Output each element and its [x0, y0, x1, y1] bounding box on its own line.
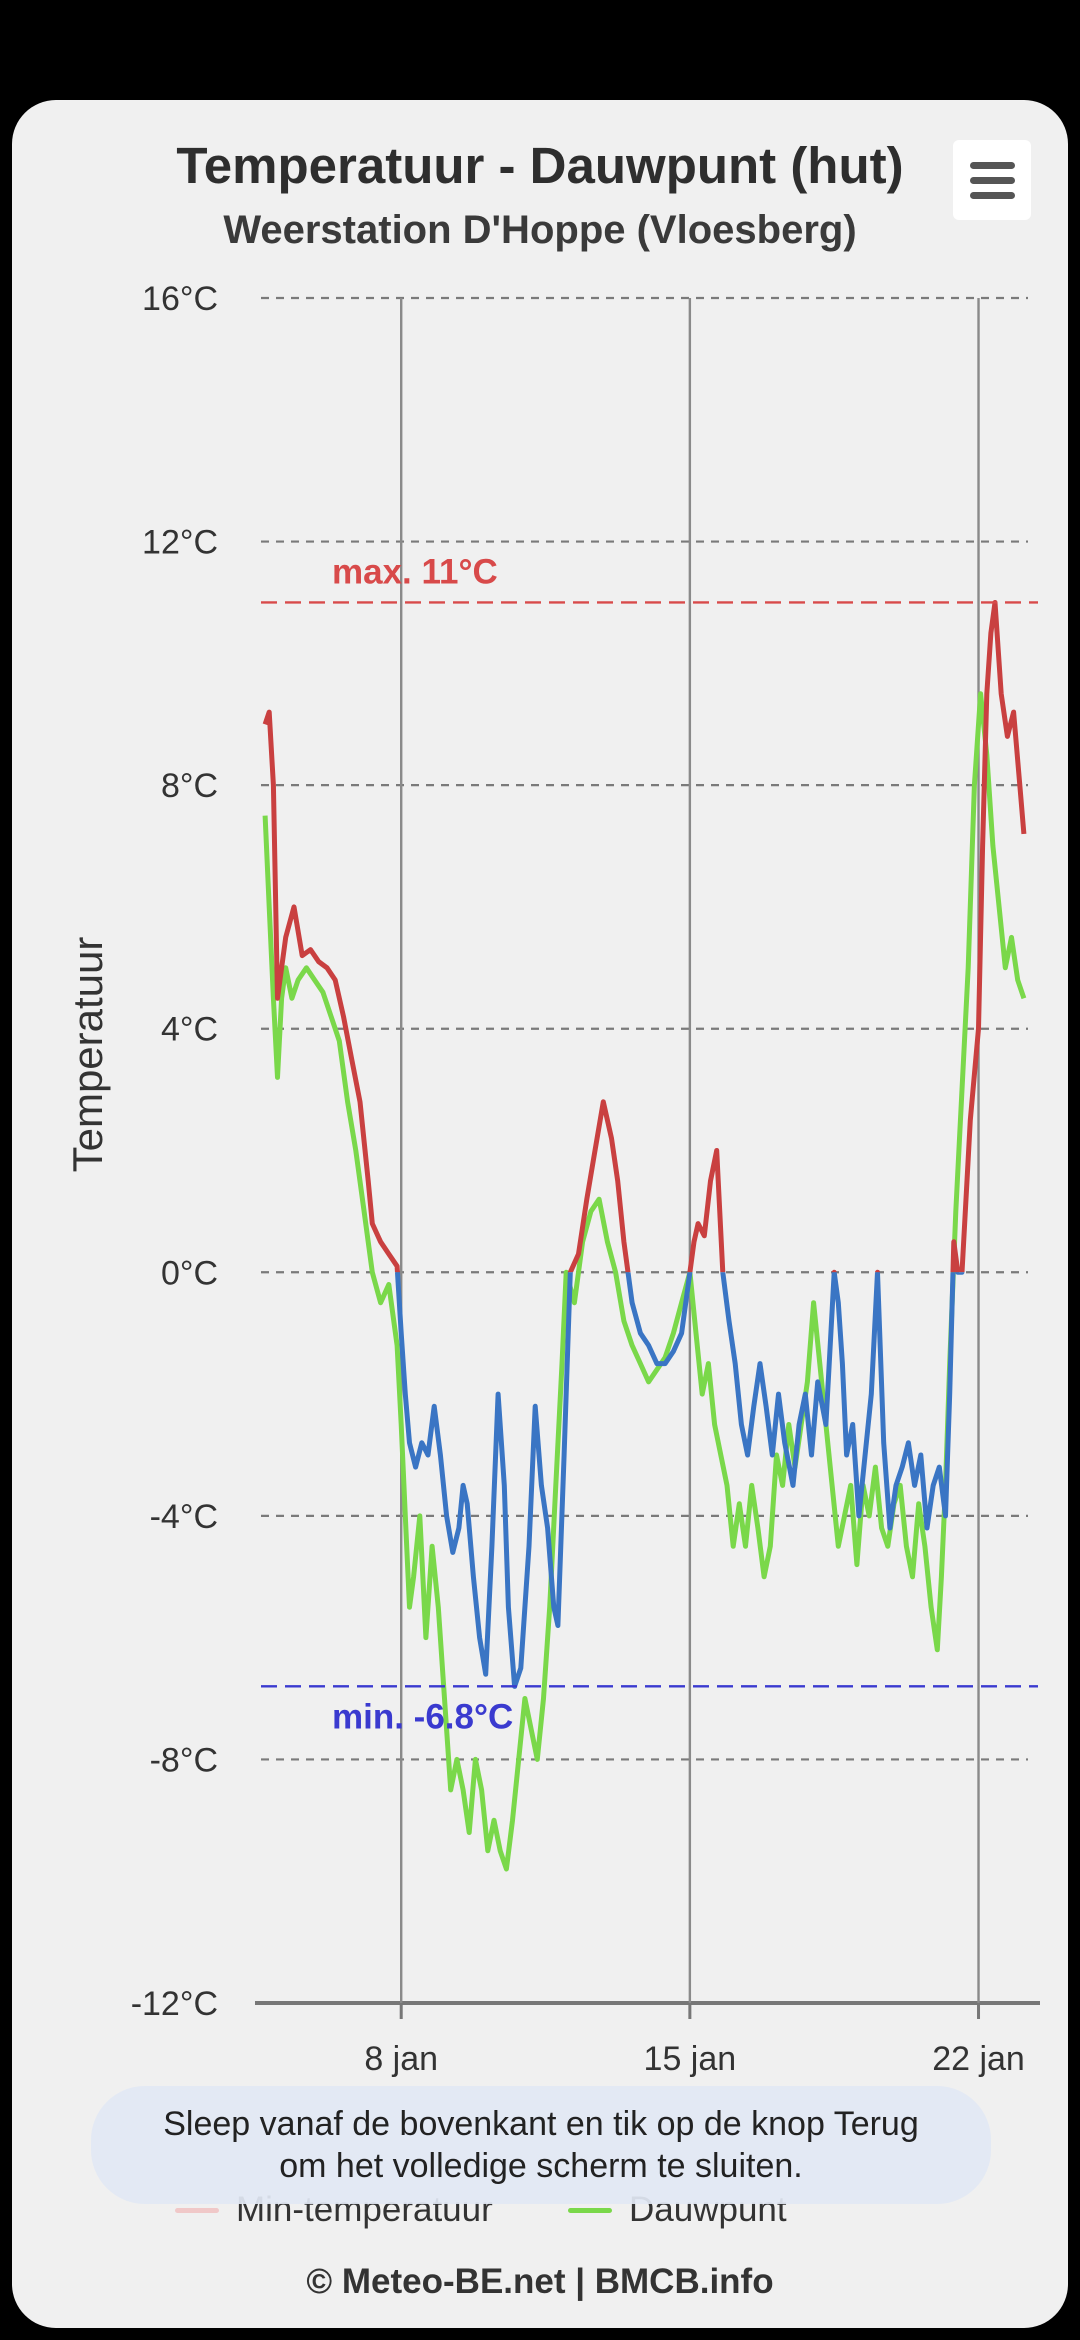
y-axis-title: Temperatuur	[64, 937, 111, 1173]
y-tick-label: 16°C	[142, 280, 218, 318]
x-tick-label: 8 jan	[364, 2040, 438, 2078]
y-tick-label: -8°C	[150, 1741, 218, 1779]
legend-swatch-min-temperatuur	[175, 2208, 219, 2213]
x-tick-label: 15 jan	[644, 2040, 737, 2078]
series-line-min-temperatuur-below-zero	[394, 1272, 965, 1689]
chart-title: Temperatuur - Dauwpunt (hut)	[176, 137, 904, 194]
hint-line-1: Sleep vanaf de bovenkant en tik op de kn…	[163, 2105, 919, 2143]
y-tick-label: -12°C	[131, 1985, 218, 2023]
chart-menu-button[interactable]	[953, 140, 1031, 220]
y-tick-label: 12°C	[142, 524, 218, 562]
fullscreen-exit-hint: Sleep vanaf de bovenkant en tik op de kn…	[91, 2086, 991, 2204]
credits-link[interactable]: © Meteo-BE.net | BMCB.info	[306, 2262, 774, 2301]
series-line-min-temperatuur-above-zero	[262, 600, 1027, 1273]
chart-subtitle: Weerstation D'Hoppe (Vloesberg)	[223, 208, 857, 252]
y-tick-label: -4°C	[150, 1498, 218, 1536]
temperature-chart: 16°C 12°C 8°C 4°C 0°C -4°C -8°C -12°C 8 jan 15 ja…	[64, 280, 1040, 2078]
y-tick-label: 0°C	[161, 1254, 218, 1292]
y-tick-label: 4°C	[161, 1011, 218, 1049]
y-tick-label: 8°C	[161, 767, 218, 805]
x-tick-label: 22 jan	[932, 2040, 1025, 2078]
legend-swatch-dauwpunt	[568, 2208, 612, 2213]
max-annotation-label: max. 11°C	[332, 552, 498, 591]
min-annotation-label: min. -6.8°C	[332, 1697, 513, 1736]
series-line-dauwpunt	[262, 691, 1027, 1872]
chart-card: 16°C 12°C 8°C 4°C 0°C -4°C -8°C -12°C 8 jan 15 ja…	[12, 100, 1068, 2328]
hint-line-2: om het volledige scherm te sluiten.	[279, 2147, 803, 2185]
